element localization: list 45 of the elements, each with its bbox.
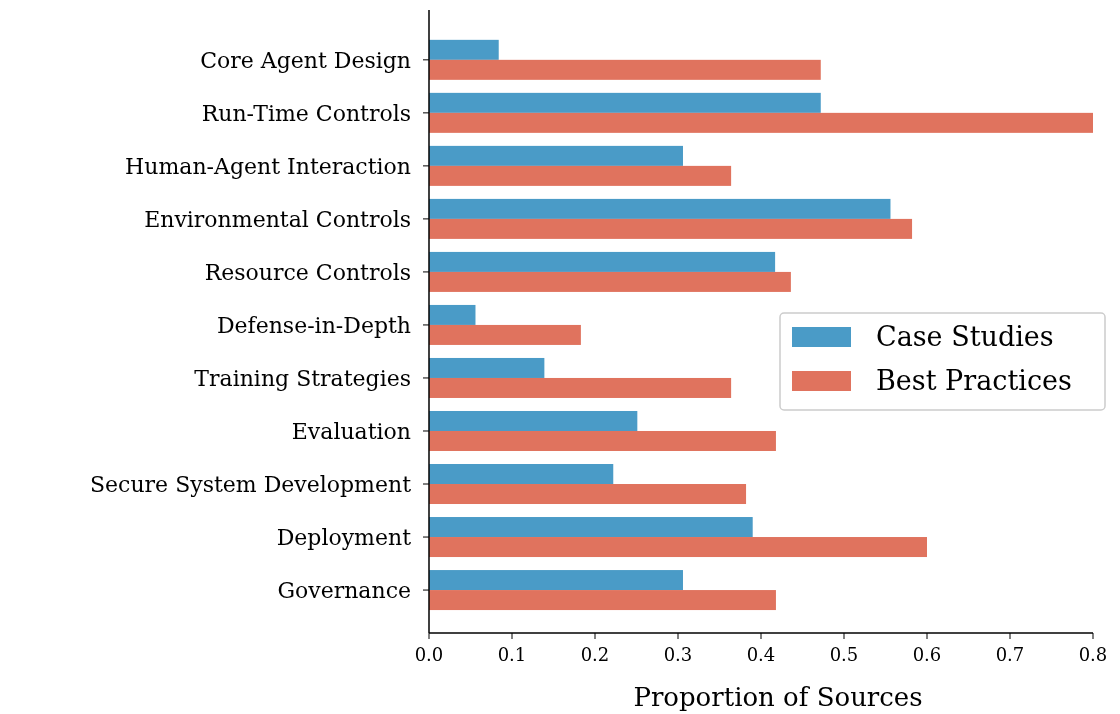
- bar: [429, 145, 683, 166]
- y-tick-label: Deployment: [276, 524, 412, 550]
- bar: [429, 304, 476, 325]
- bar: [429, 410, 638, 431]
- legend-label: Case Studies: [876, 321, 1054, 353]
- y-tick-label: Environmental Controls: [144, 206, 411, 232]
- y-tick-label: Core Agent Design: [200, 47, 411, 73]
- x-tick-label: 0.5: [829, 644, 859, 665]
- bar: [429, 165, 732, 186]
- bar: [429, 251, 776, 272]
- bar: [429, 430, 776, 451]
- y-tick-label: Training Strategies: [194, 365, 411, 391]
- bar: [429, 537, 927, 558]
- bar: [429, 92, 821, 113]
- x-tick-label: 0.4: [746, 644, 776, 665]
- bar: [429, 484, 747, 505]
- bar: [429, 357, 545, 378]
- bar: [429, 377, 732, 398]
- bar: [429, 464, 614, 485]
- bar: [429, 218, 913, 239]
- bar: [429, 112, 1093, 133]
- y-tick-label: Secure System Development: [90, 471, 412, 497]
- bar: [429, 271, 791, 292]
- x-tick-label: 0.7: [995, 644, 1025, 665]
- bar: [429, 590, 776, 611]
- legend-label: Best Practices: [876, 365, 1072, 397]
- y-tick-label: Evaluation: [291, 418, 411, 444]
- x-tick-label: 0.6: [912, 644, 942, 665]
- bar: [429, 59, 821, 80]
- y-tick-label: Defense-in-Depth: [216, 312, 411, 338]
- y-tick-label: Run-Time Controls: [201, 100, 411, 126]
- x-tick-label: 0.3: [663, 644, 693, 665]
- x-tick-label: 0.0: [414, 644, 444, 665]
- bar: [429, 570, 683, 591]
- bar: [429, 517, 753, 538]
- x-tick-label: 0.1: [497, 644, 527, 665]
- bar: [429, 198, 891, 219]
- bar: [429, 39, 499, 60]
- y-tick-label: Governance: [277, 577, 411, 603]
- x-tick-label: 0.2: [580, 644, 610, 665]
- x-axis-title: Proportion of Sources: [633, 682, 923, 712]
- bar: [429, 324, 581, 345]
- x-tick-label: 0.8: [1078, 644, 1108, 665]
- y-tick-label: Human-Agent Interaction: [125, 153, 411, 179]
- y-tick-label: Resource Controls: [204, 259, 411, 285]
